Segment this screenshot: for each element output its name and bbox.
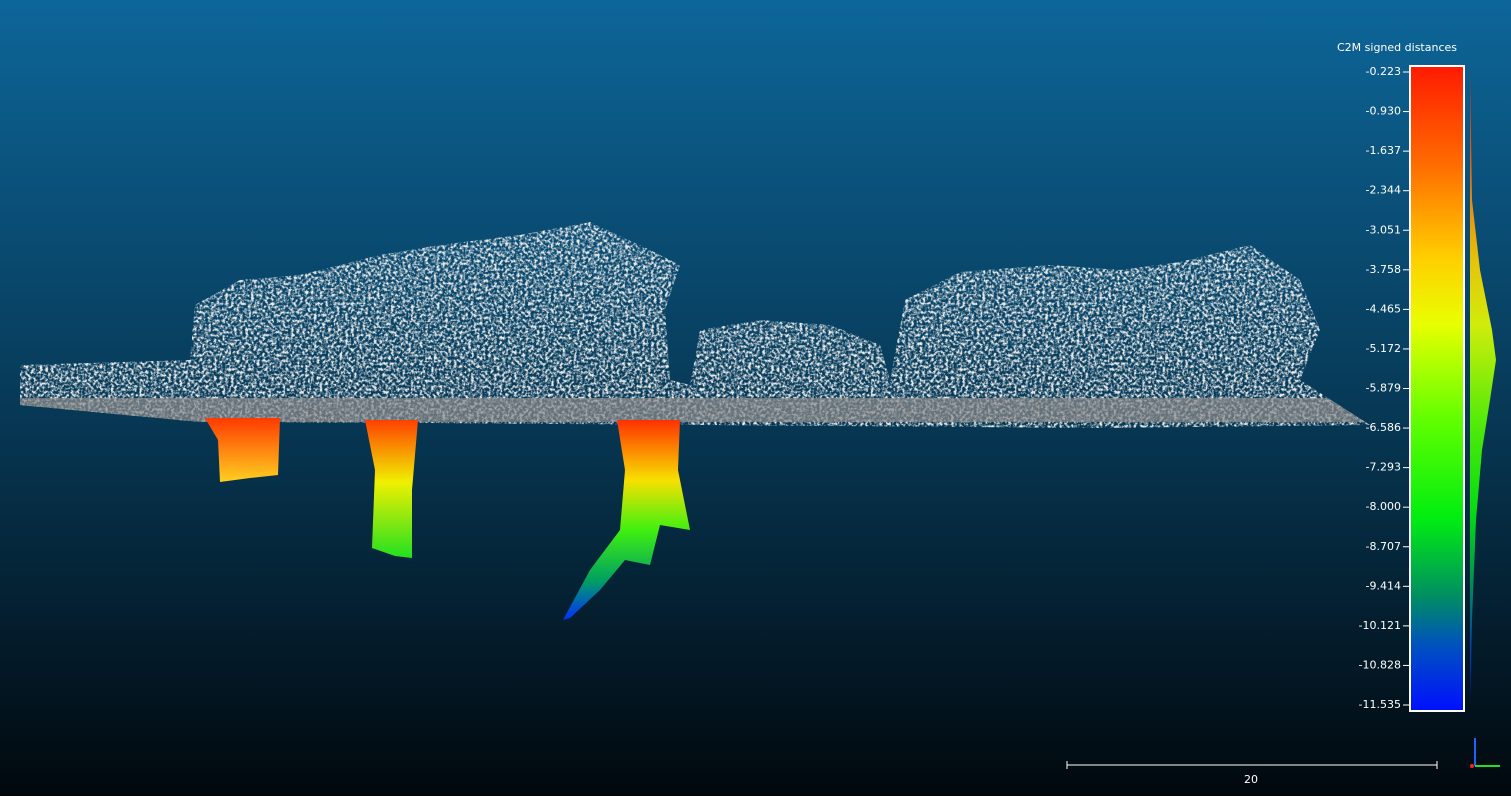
colorbar-title: C2M signed distances xyxy=(1337,41,1457,54)
colorbar-label: -8.707 xyxy=(1366,540,1401,553)
color-scale xyxy=(1409,65,1465,712)
colorbar-label: -8.000 xyxy=(1366,500,1401,513)
axis-x xyxy=(1470,764,1474,768)
stump xyxy=(365,420,418,558)
colorbar-label: -9.414 xyxy=(1366,579,1401,592)
scale-bar-label: 20 xyxy=(1244,773,1258,786)
colorbar-label: -10.121 xyxy=(1359,619,1401,632)
colorbar-label: -11.535 xyxy=(1359,698,1401,711)
stump xyxy=(205,418,280,482)
colorbar-label: -1.637 xyxy=(1366,144,1401,157)
colorbar-label: -7.293 xyxy=(1366,461,1401,474)
histogram xyxy=(1470,70,1496,705)
colorbar-label: -10.828 xyxy=(1359,658,1401,671)
colorbar-label: -5.879 xyxy=(1366,382,1401,395)
colorbar-label: -4.465 xyxy=(1366,302,1401,315)
colorbar-label: -3.051 xyxy=(1366,223,1401,236)
colorbar-label: -0.223 xyxy=(1366,65,1401,78)
colorbar-label: -2.344 xyxy=(1366,184,1401,197)
colorbar-label: -3.758 xyxy=(1366,263,1401,276)
colorbar-label: -5.172 xyxy=(1366,342,1401,355)
stump xyxy=(563,420,690,620)
colorbar-label: -0.930 xyxy=(1366,105,1401,118)
colorbar-label: -6.586 xyxy=(1366,421,1401,434)
